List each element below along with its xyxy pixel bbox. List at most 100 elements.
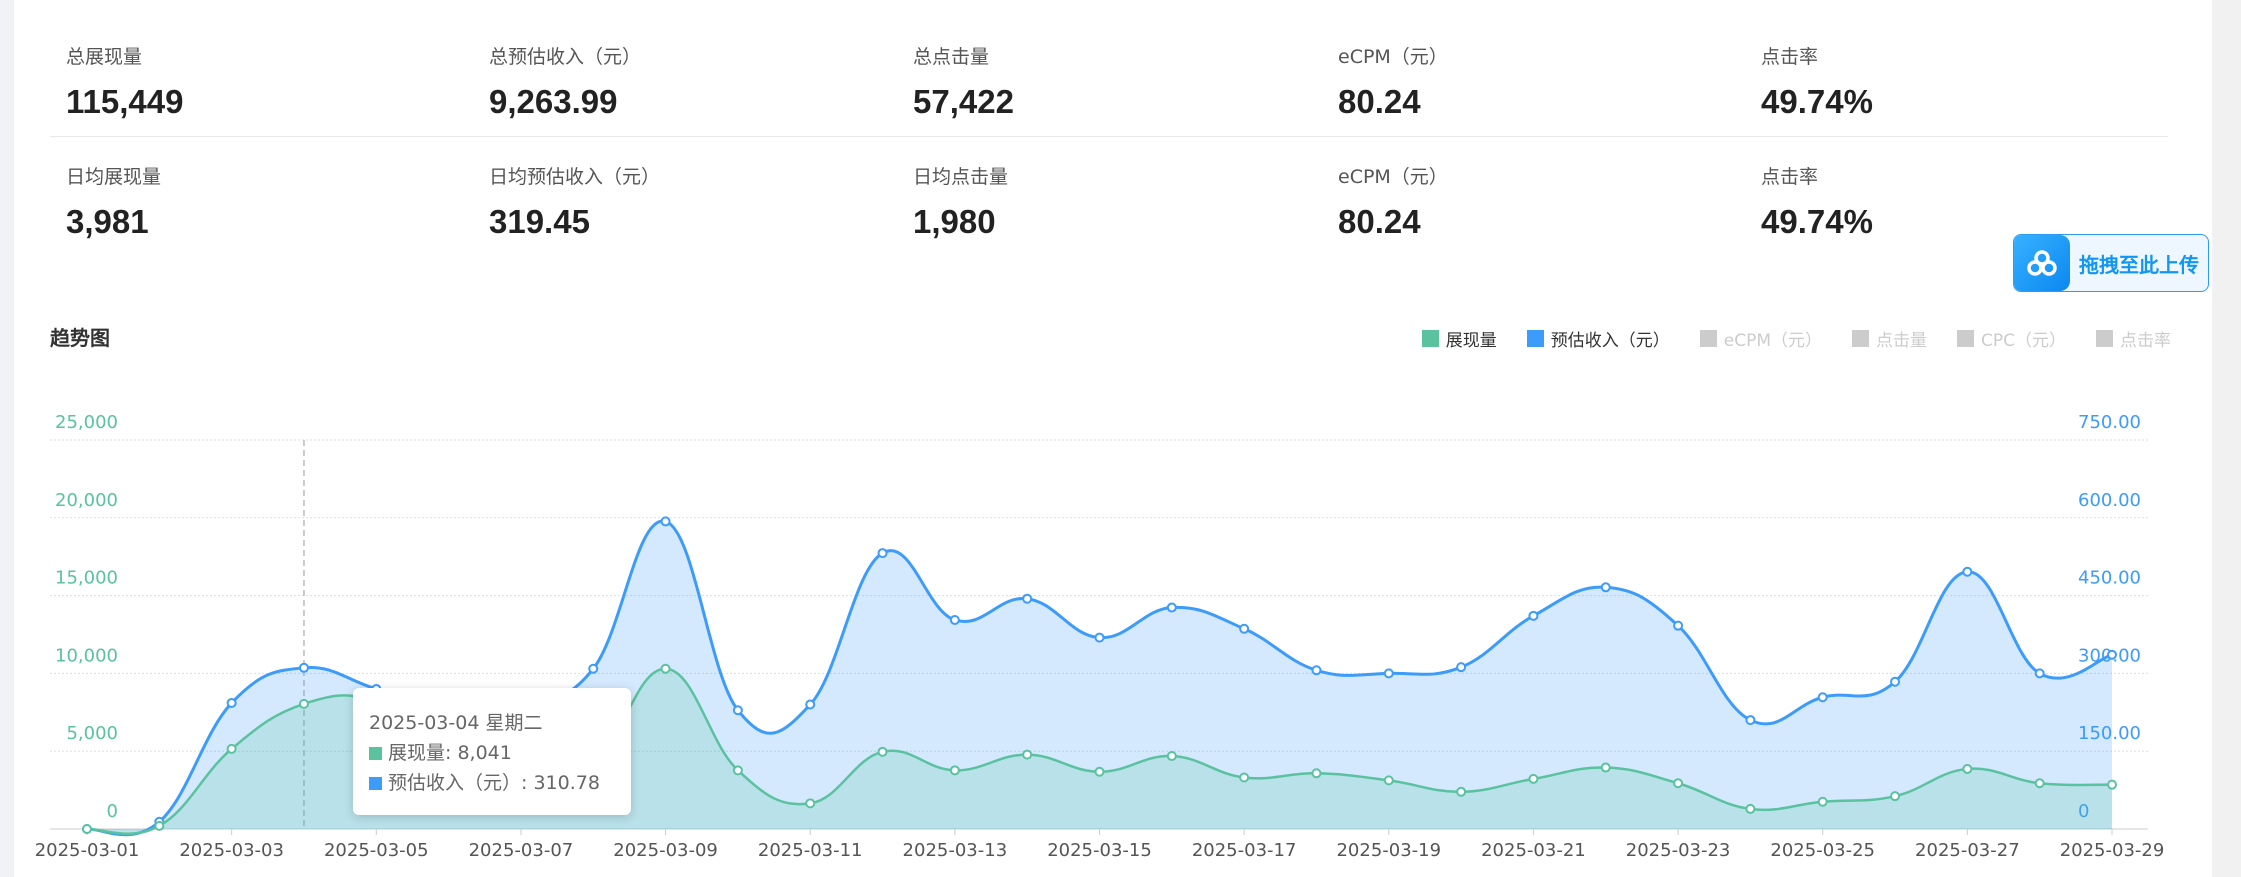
data-point-impressions [82, 824, 92, 834]
data-point-impressions [154, 820, 165, 831]
chart-tooltip: 2025-03-04 星期二 展现量: 8,041 预估收入（元）: 310.7… [353, 688, 631, 815]
y-right-tick-label: 750.00 [2078, 412, 2141, 433]
data-point-impressions [660, 663, 671, 674]
data-point-revenue [1673, 620, 1684, 631]
x-tick-label: 2025-03-29 [2060, 840, 2165, 861]
data-point-impressions [1890, 791, 1901, 802]
stat-value: 80.24 [1338, 83, 1421, 120]
stat-label: 总点击量 [913, 46, 990, 68]
tooltip-title: 2025-03-04 星期二 [369, 712, 543, 734]
data-point-impressions [2034, 778, 2045, 789]
data-point-revenue [1456, 662, 1467, 673]
stat-total-2: 总点击量 57,422 [913, 42, 1014, 121]
data-point-revenue [1383, 668, 1394, 679]
data-point-revenue [877, 548, 888, 559]
drag-upload-button[interactable]: 拖拽至此上传 [2013, 234, 2209, 292]
x-tick-label: 2025-03-01 [35, 840, 140, 861]
data-point-impressions [1166, 751, 1177, 762]
stat-value: 80.24 [1338, 203, 1421, 240]
legend-item-3[interactable]: 点击量 [1852, 326, 1927, 351]
legend-label: 预估收入（元） [1550, 331, 1670, 351]
stat-total-1: 总预估收入（元） 9,263.99 [489, 42, 641, 121]
y-right-tick-label: 0 [2078, 801, 2089, 822]
legend-item-1[interactable]: 预估收入（元） [1526, 326, 1670, 351]
legend-label: 点击量 [1876, 331, 1927, 351]
chart-legend: 展现量 预估收入（元） eCPM（元） 点击量 CPC（元） 点击率 [1421, 326, 2171, 351]
data-point-revenue [588, 663, 599, 674]
stat-label: 日均点击量 [913, 166, 1009, 188]
data-point-impressions [1456, 786, 1467, 797]
stat-total-4: 点击率 49.74% [1761, 42, 1873, 121]
data-point-revenue [1817, 692, 1828, 703]
stat-value: 49.74% [1761, 203, 1873, 240]
x-tick-label: 2025-03-13 [903, 840, 1008, 861]
data-point-impressions [1022, 749, 1033, 760]
data-point-impressions [1383, 775, 1394, 786]
stat-daily-0: 日均展现量 3,981 [66, 162, 161, 241]
legend-swatch [1421, 330, 1439, 347]
stat-label: 日均展现量 [66, 166, 162, 188]
x-tick-label: 2025-03-17 [1192, 840, 1297, 861]
data-point-impressions [1673, 778, 1684, 789]
y-right-tick-label: 150.00 [2078, 723, 2141, 744]
stat-value: 49.74% [1761, 83, 1873, 120]
legend-label: 点击率 [2120, 331, 2171, 351]
data-point-impressions [1094, 766, 1105, 777]
y-right-tick-label: 450.00 [2078, 568, 2141, 589]
data-point-revenue [226, 697, 237, 708]
stat-label: 总预估收入（元） [489, 46, 642, 68]
data-point-impressions [1239, 772, 1250, 783]
data-point-revenue [1600, 582, 1611, 593]
cloud-icon [2014, 235, 2070, 291]
data-point-revenue [1528, 610, 1539, 621]
stat-value: 57,422 [913, 83, 1014, 120]
legend-label: 展现量 [1445, 331, 1497, 351]
data-point-impressions [1311, 768, 1322, 779]
impressions-swatch [369, 746, 382, 760]
data-point-revenue [1890, 676, 1901, 687]
legend-item-2[interactable]: eCPM（元） [1699, 326, 1822, 351]
data-point-revenue [1166, 602, 1177, 613]
stat-label: 总展现量 [66, 46, 143, 68]
stat-total-3: eCPM（元） 80.24 [1338, 42, 1448, 121]
legend-swatch [1526, 330, 1544, 347]
data-point-revenue [1745, 715, 1756, 726]
x-tick-label: 2025-03-15 [1047, 840, 1152, 861]
data-point-revenue [1962, 566, 1973, 577]
upload-label: 拖拽至此上传 [2079, 252, 2199, 277]
stat-label: 日均预估收入（元） [489, 166, 661, 188]
x-tick-label: 2025-03-11 [758, 840, 863, 861]
data-point-impressions [805, 798, 816, 809]
legend-item-5[interactable]: 点击率 [2096, 326, 2171, 351]
data-point-impressions [1745, 803, 1756, 814]
x-tick-label: 2025-03-07 [469, 840, 574, 861]
tooltip-revenue: 预估收入（元）: 310.78 [388, 772, 600, 794]
data-point-revenue [1239, 623, 1250, 634]
x-tick-label: 2025-03-19 [1336, 840, 1441, 861]
stats-divider [50, 136, 2168, 137]
y-left-tick-label: 5,000 [66, 723, 118, 744]
data-point-revenue [2107, 649, 2117, 660]
legend-item-0[interactable]: 展现量 [1421, 326, 1497, 351]
y-left-tick-label: 25,000 [55, 412, 118, 433]
legend-swatch [2096, 330, 2113, 347]
stat-label: 点击率 [1761, 166, 1819, 188]
legend-swatch [1699, 330, 1717, 347]
x-tick-label: 2025-03-09 [613, 840, 718, 861]
stat-value: 115,449 [66, 83, 184, 120]
data-point-impressions [732, 765, 743, 776]
legend-swatch [1852, 330, 1869, 347]
stat-label: eCPM（元） [1338, 46, 1448, 68]
legend-item-4[interactable]: CPC（元） [1957, 326, 2066, 351]
data-point-impressions [1962, 763, 1973, 774]
legend-label: eCPM（元） [1723, 331, 1822, 351]
data-point-revenue [298, 662, 309, 673]
x-tick-label: 2025-03-05 [324, 840, 429, 861]
y-left-tick-label: 15,000 [55, 568, 118, 589]
legend-swatch [1957, 330, 1974, 347]
y-left-tick-label: 0 [107, 801, 118, 822]
data-point-impressions [1528, 773, 1539, 784]
y-left-tick-label: 10,000 [55, 645, 118, 666]
scrollbar[interactable] [2214, 0, 2241, 877]
